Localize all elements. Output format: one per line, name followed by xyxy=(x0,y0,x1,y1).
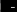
Legend: $\chi_{\rm M}$    $g = 2.44,\ J = 3.30$ cm$^{-1}$, $\chi_{\rm M}T$, Fit: $\chi_{\rm M}$ $g = 2.44,\ J = 3.30$ cm$… xyxy=(2,0,17,12)
